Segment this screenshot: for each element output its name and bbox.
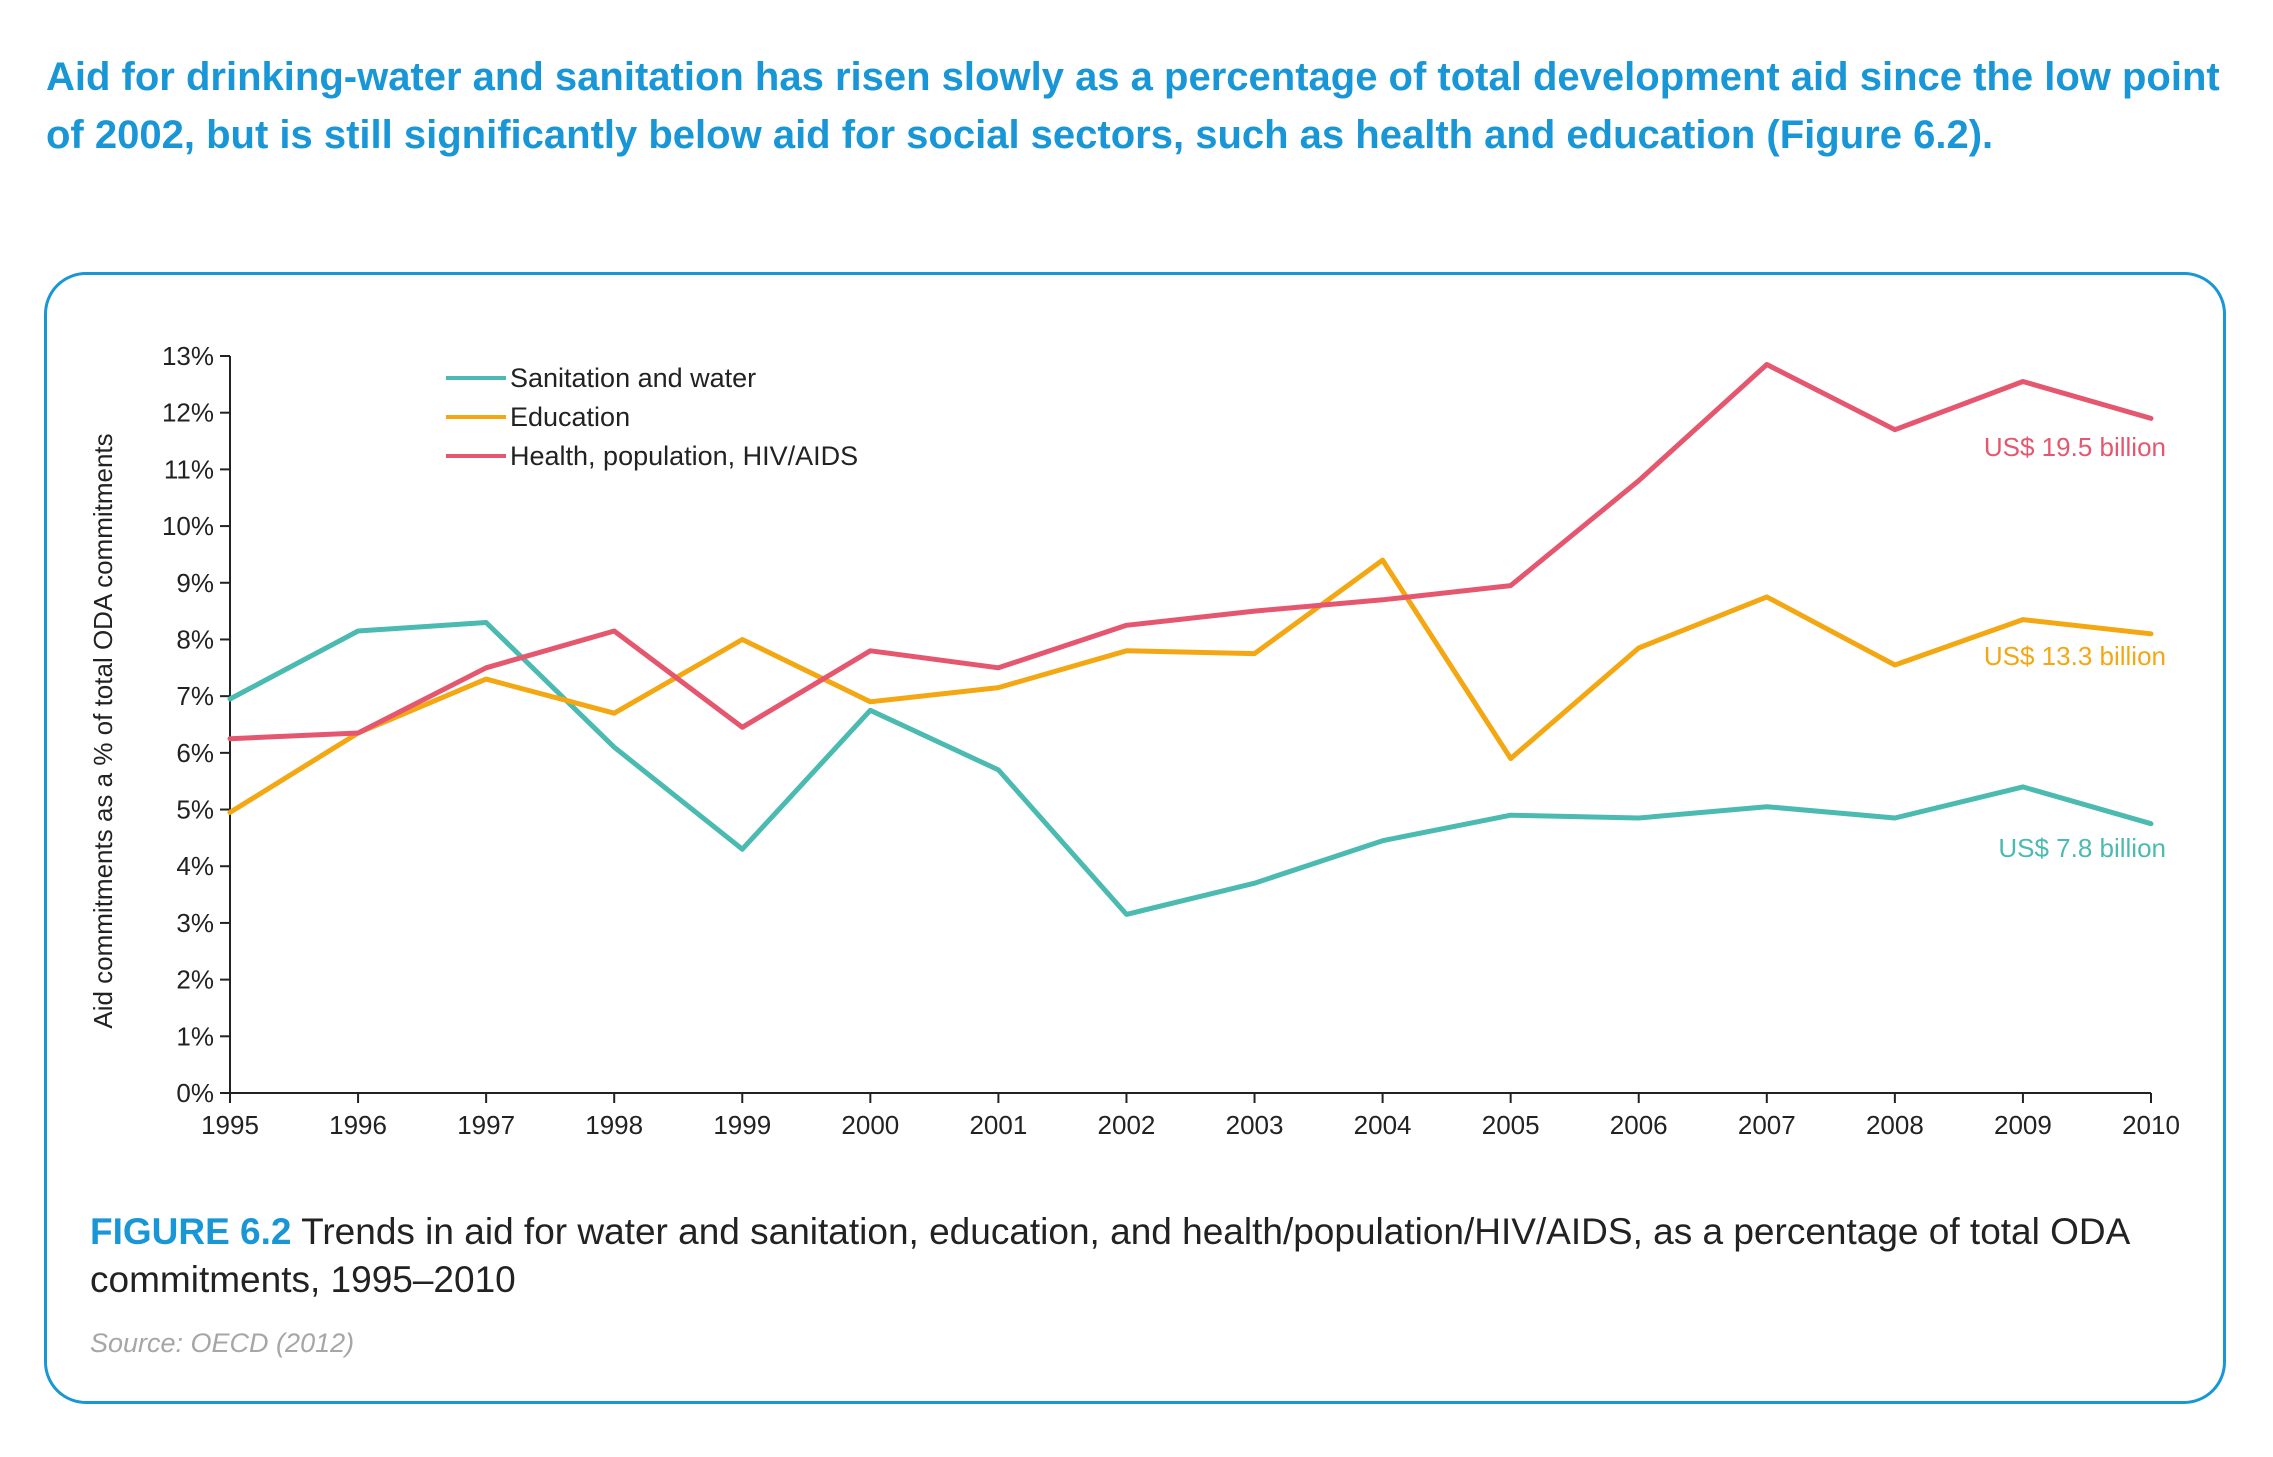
end-labels: US$ 7.8 billion US$ 13.3 billion US$ 19.5 …	[1984, 432, 2166, 863]
legend-label: Sanitation and water	[510, 363, 756, 393]
x-tick-label: 2005	[1482, 1110, 1540, 1140]
end-label-health-population-hiv-aids: US$ 19.5 billion	[1984, 432, 2166, 462]
figure-label: FIGURE 6.2	[90, 1211, 292, 1252]
x-tick-label: 2009	[1994, 1110, 2052, 1140]
x-tick-label: 2002	[1098, 1110, 1156, 1140]
y-tick-label: 7%	[176, 681, 214, 711]
y-tick-label: 3%	[176, 908, 214, 938]
y-tick-label: 2%	[176, 965, 214, 995]
x-axis: 1995 1996 1997 1998 1999 2000 2001 2002 2003 2004…	[201, 1092, 2180, 1140]
figure-caption-text: Trends in aid for water and sanitation, …	[90, 1211, 2129, 1300]
x-tick-label: 2006	[1610, 1110, 1668, 1140]
x-tick-label: 1995	[201, 1110, 259, 1140]
x-tick-label: 2000	[841, 1110, 899, 1140]
x-tick-label: 1997	[457, 1110, 515, 1140]
x-tick-label: 2003	[1226, 1110, 1284, 1140]
headline: Aid for drinking-water and sanitation ha…	[46, 55, 2220, 157]
y-tick-label: 12%	[162, 398, 214, 428]
x-tick-label: 2008	[1866, 1110, 1924, 1140]
x-tick-label: 1999	[713, 1110, 771, 1140]
y-tick-label: 1%	[176, 1021, 214, 1051]
figure-caption: FIGURE 6.2 Trends in aid for water and s…	[90, 1208, 2210, 1304]
x-tick-label: 2004	[1354, 1110, 1412, 1140]
y-tick-label: 5%	[176, 795, 214, 825]
x-tick-label: 2010	[2122, 1110, 2180, 1140]
y-tick-label: 6%	[176, 738, 214, 768]
series-line-sanitation-and-water	[227, 620, 2154, 917]
end-label-education: US$ 13.3 billion	[1984, 641, 2166, 671]
series-line-education	[227, 557, 2154, 815]
x-tick-label: 1996	[329, 1110, 387, 1140]
y-tick-label: 0%	[176, 1078, 214, 1108]
y-tick-label: 8%	[176, 624, 214, 654]
end-label-sanitation-and-water: US$ 7.8 billion	[1998, 833, 2166, 863]
x-tick-label: 2001	[969, 1110, 1027, 1140]
figure-source: Source: OECD (2012)	[90, 1328, 355, 1358]
figure-panel	[44, 272, 2226, 1404]
y-tick-label: 4%	[176, 851, 214, 881]
legend-label: Education	[510, 402, 630, 432]
legend: Sanitation and water Education Health, pop…	[446, 363, 858, 471]
y-tick-label: 10%	[162, 511, 214, 541]
series-layer	[227, 362, 2154, 917]
y-tick-label: 13%	[162, 341, 214, 371]
y-tick-label: 9%	[176, 568, 214, 598]
legend-label: Health, population, HIV/AIDS	[510, 441, 858, 471]
series-line-health-population-hiv-aids	[227, 362, 2154, 742]
x-tick-label: 1998	[585, 1110, 643, 1140]
x-tick-label: 2007	[1738, 1110, 1796, 1140]
y-tick-label: 11%	[164, 454, 214, 484]
y-axis-label: Aid commitments as a % of total ODA comm…	[88, 433, 118, 1028]
y-axis: 0% 1% 2% 3% 4% 5% 6% 7% 8% 9% 10% 11% 12% 13%	[162, 341, 231, 1108]
